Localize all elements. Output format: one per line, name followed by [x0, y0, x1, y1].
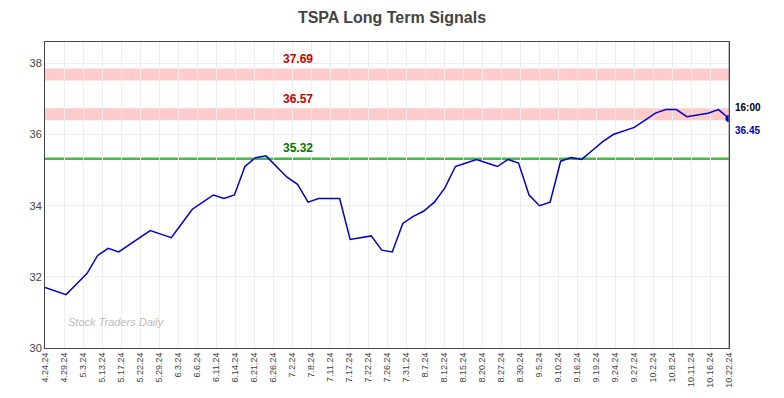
svg-text:6.6.24: 6.6.24 [192, 353, 202, 378]
svg-text:5.3.24: 5.3.24 [78, 353, 88, 378]
svg-text:37.69: 37.69 [283, 52, 313, 66]
svg-text:10.11.24: 10.11.24 [686, 353, 696, 387]
svg-text:7.8.24: 7.8.24 [306, 353, 316, 378]
svg-text:Stock Traders Daily: Stock Traders Daily [68, 316, 165, 328]
svg-text:36.57: 36.57 [283, 92, 313, 106]
svg-text:9.27.24: 9.27.24 [629, 353, 639, 383]
svg-text:7.26.24: 7.26.24 [382, 353, 392, 383]
svg-text:32: 32 [30, 271, 42, 283]
svg-text:7.22.24: 7.22.24 [363, 353, 373, 383]
svg-text:8.20.24: 8.20.24 [477, 353, 487, 383]
svg-text:9.19.24: 9.19.24 [591, 353, 601, 383]
svg-text:36.45: 36.45 [735, 125, 760, 136]
svg-text:5.17.24: 5.17.24 [116, 353, 126, 383]
svg-text:4.29.24: 4.29.24 [59, 353, 69, 383]
svg-text:34: 34 [30, 200, 42, 212]
svg-text:5.29.24: 5.29.24 [154, 353, 164, 383]
svg-text:10.22.24: 10.22.24 [724, 353, 734, 388]
svg-text:7.17.24: 7.17.24 [344, 353, 354, 383]
svg-text:10.16.24: 10.16.24 [705, 353, 715, 388]
svg-text:9.24.24: 9.24.24 [610, 353, 620, 383]
svg-text:6.26.24: 6.26.24 [268, 353, 278, 383]
svg-text:8.15.24: 8.15.24 [458, 353, 468, 383]
svg-text:6.11.24: 6.11.24 [211, 353, 221, 382]
svg-text:8.12.24: 8.12.24 [439, 353, 449, 383]
svg-text:8.7.24: 8.7.24 [420, 353, 430, 378]
svg-text:7.2.24: 7.2.24 [287, 353, 297, 378]
svg-text:38: 38 [30, 57, 42, 69]
svg-text:35.32: 35.32 [283, 141, 313, 155]
svg-text:8.30.24: 8.30.24 [515, 353, 525, 383]
svg-text:4.24.24: 4.24.24 [40, 353, 50, 383]
svg-text:7.11.24: 7.11.24 [325, 353, 335, 382]
svg-text:6.21.24: 6.21.24 [249, 353, 259, 383]
svg-text:6.3.24: 6.3.24 [173, 353, 183, 378]
svg-text:TSPA Long Term Signals: TSPA Long Term Signals [298, 9, 486, 26]
svg-text:9.5.24: 9.5.24 [534, 353, 544, 378]
svg-text:9.10.24: 9.10.24 [553, 353, 563, 383]
svg-text:10.8.24: 10.8.24 [667, 353, 677, 383]
svg-text:7.31.24: 7.31.24 [401, 353, 411, 383]
svg-text:10.2.24: 10.2.24 [648, 353, 658, 383]
svg-text:6.14.24: 6.14.24 [230, 353, 240, 383]
svg-text:5.22.24: 5.22.24 [135, 353, 145, 383]
svg-text:9.16.24: 9.16.24 [572, 353, 582, 383]
svg-text:16:00: 16:00 [735, 102, 761, 113]
svg-text:30: 30 [30, 342, 42, 354]
svg-text:8.27.24: 8.27.24 [496, 353, 506, 383]
svg-text:5.13.24: 5.13.24 [97, 353, 107, 383]
svg-text:36: 36 [30, 128, 42, 140]
